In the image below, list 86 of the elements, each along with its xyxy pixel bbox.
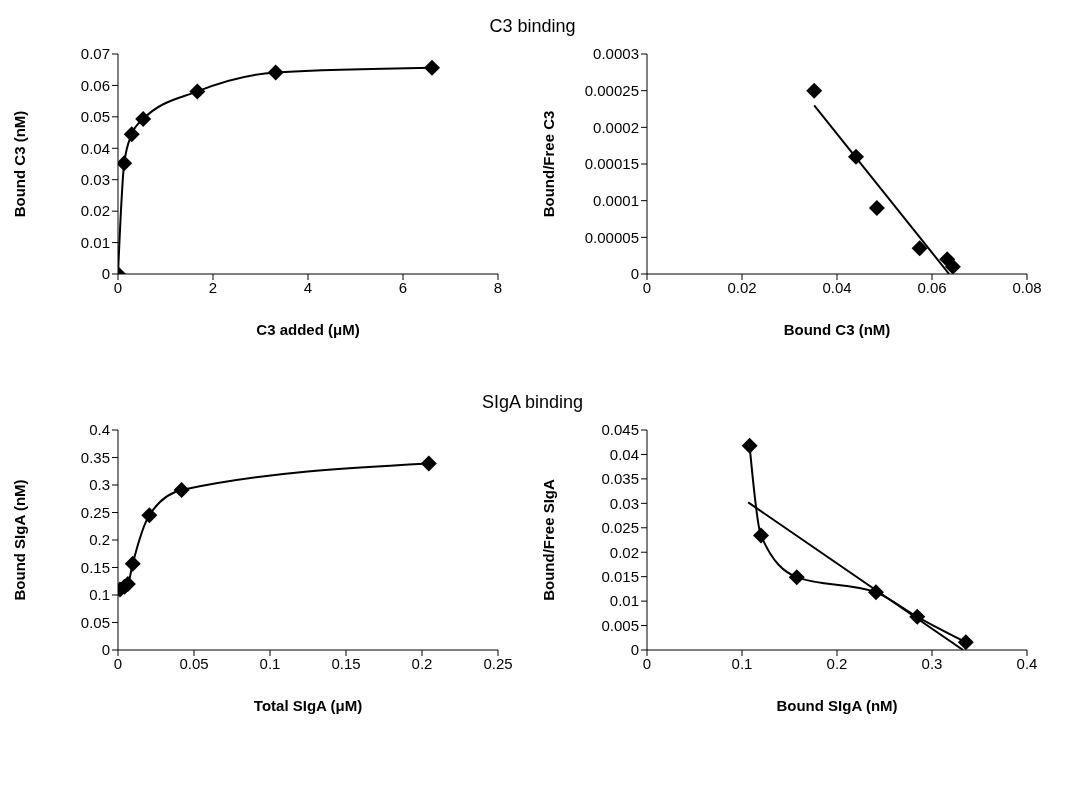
y-tick-label: 0.01 bbox=[609, 592, 639, 610]
x-axis-title: Total SIgA (μM) bbox=[253, 696, 363, 714]
point bbox=[423, 59, 440, 76]
y-tick-label: 0.06 bbox=[80, 76, 110, 94]
y-axis-title: Bound SIgA (nM) bbox=[11, 479, 29, 601]
y-tick-label: 0.02 bbox=[80, 202, 110, 220]
point bbox=[173, 481, 190, 498]
point bbox=[189, 83, 206, 100]
point bbox=[420, 455, 437, 472]
point bbox=[753, 527, 769, 544]
y-tick-label: 0.15 bbox=[80, 558, 110, 576]
y-tick-label: 0.03 bbox=[609, 494, 639, 512]
y-tick-label: 0.04 bbox=[609, 445, 639, 463]
y-tick-label: 0.0002 bbox=[593, 118, 639, 136]
chart-title: SIgA binding bbox=[481, 392, 584, 412]
x-tick-label: 0.2 bbox=[826, 654, 848, 672]
y-tick-label: 0 bbox=[101, 265, 110, 283]
y-tick-label: 0.01 bbox=[80, 233, 110, 251]
y-tick-label: 0.005 bbox=[601, 616, 639, 634]
y-tick-label: 0.2 bbox=[89, 531, 110, 549]
x-axis-title: Bound SIgA (nM) bbox=[776, 696, 898, 714]
y-tick-label: 0.05 bbox=[80, 108, 110, 126]
x-tick-label: 8 bbox=[493, 278, 503, 296]
x-tick-label: 0.08 bbox=[1012, 278, 1042, 296]
x-tick-label: 0 bbox=[642, 654, 652, 672]
y-tick-label: 0.00025 bbox=[584, 81, 639, 99]
x-tick-label: 0.1 bbox=[731, 654, 753, 672]
x-tick-label: 0.3 bbox=[921, 654, 943, 672]
x-tick-label: 4 bbox=[303, 278, 313, 296]
x-tick-label: 2 bbox=[208, 278, 218, 296]
y-tick-label: 0.045 bbox=[601, 421, 639, 439]
x-tick-label: 0.25 bbox=[483, 654, 513, 672]
point bbox=[909, 608, 926, 625]
y-tick-label: 0.05 bbox=[80, 613, 110, 631]
y-tick-label: 0.035 bbox=[601, 470, 639, 488]
y-tick-label: 0.25 bbox=[80, 503, 110, 521]
point bbox=[957, 634, 974, 650]
point bbox=[267, 64, 284, 81]
y-axis-title: Bound/Free SIgA bbox=[540, 479, 558, 601]
y-tick-label: 0.00005 bbox=[584, 228, 639, 246]
x-tick-label: 0.1 bbox=[259, 654, 281, 672]
point bbox=[806, 82, 823, 99]
point bbox=[118, 155, 133, 172]
x-tick-label: 6 bbox=[398, 278, 408, 296]
point bbox=[944, 258, 961, 274]
x-axis-title: C3 added (μM) bbox=[256, 320, 360, 338]
y-tick-label: 0 bbox=[101, 641, 110, 659]
point bbox=[141, 507, 158, 524]
x-tick-label: 0.05 bbox=[179, 654, 209, 672]
y-tick-label: 0.03 bbox=[80, 171, 110, 189]
y-tick-label: 0.02 bbox=[609, 543, 639, 561]
y-tick-label: 0.1 bbox=[89, 586, 110, 604]
y-tick-label: 0.025 bbox=[601, 519, 639, 537]
x-axis-title: Bound C3 (nM) bbox=[783, 320, 891, 338]
y-tick-label: 0.4 bbox=[89, 421, 110, 439]
y-tick-label: 0 bbox=[630, 265, 639, 283]
x-tick-label: 0.02 bbox=[727, 278, 757, 296]
point bbox=[848, 148, 864, 165]
y-tick-label: 0 bbox=[630, 641, 639, 659]
point bbox=[123, 126, 140, 143]
x-tick-label: 0.04 bbox=[822, 278, 852, 296]
point bbox=[867, 584, 884, 601]
chart-title: C3 binding bbox=[489, 16, 576, 36]
x-tick-label: 0.4 bbox=[1016, 654, 1038, 672]
y-tick-label: 0.00015 bbox=[584, 155, 639, 173]
y-tick-label: 0.04 bbox=[80, 139, 110, 157]
point bbox=[124, 555, 141, 572]
y-axis-title: Bound C3 (nM) bbox=[11, 110, 29, 218]
y-tick-label: 0.0003 bbox=[593, 45, 639, 63]
x-tick-label: 0 bbox=[642, 278, 652, 296]
point bbox=[868, 200, 885, 216]
x-tick-label: 0.06 bbox=[917, 278, 947, 296]
y-tick-label: 0.3 bbox=[89, 476, 110, 494]
y-tick-label: 0.07 bbox=[80, 45, 110, 63]
x-tick-label: 0.2 bbox=[411, 654, 433, 672]
point bbox=[135, 111, 152, 128]
x-tick-label: 0 bbox=[113, 654, 123, 672]
point bbox=[911, 240, 928, 257]
y-axis-title: Bound/Free C3 bbox=[540, 110, 558, 218]
y-tick-label: 0.015 bbox=[601, 567, 639, 585]
point bbox=[788, 569, 805, 586]
x-tick-label: 0 bbox=[113, 278, 123, 296]
point bbox=[741, 437, 758, 454]
x-tick-label: 0.15 bbox=[331, 654, 361, 672]
y-tick-label: 0.0001 bbox=[593, 191, 639, 209]
y-tick-label: 0.35 bbox=[80, 448, 110, 466]
